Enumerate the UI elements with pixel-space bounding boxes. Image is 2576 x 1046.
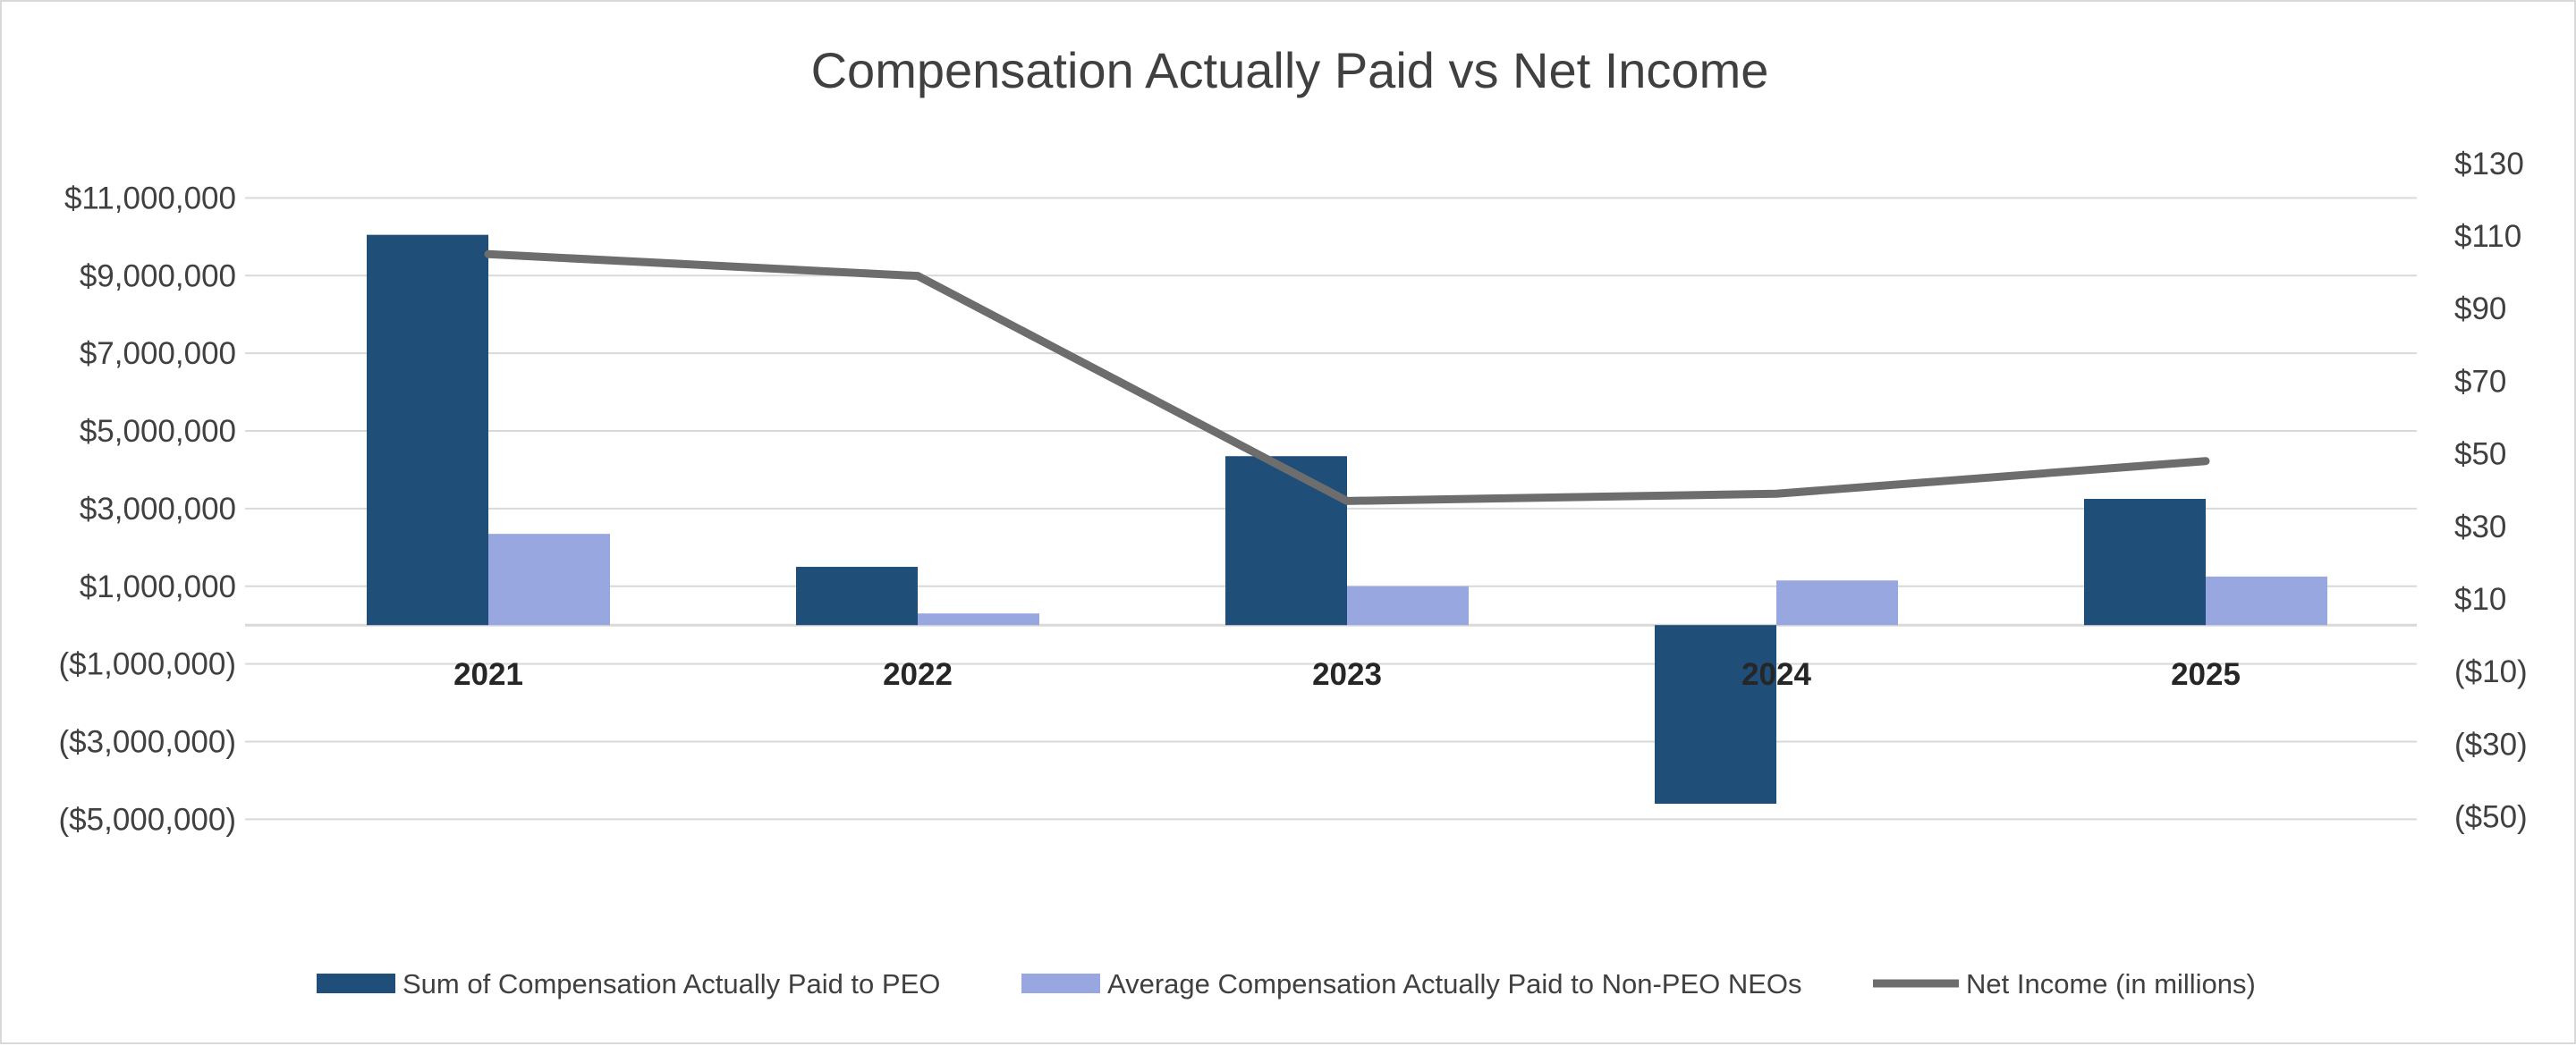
x-axis-tick-label: 2024 — [1741, 657, 1811, 692]
net-income-point-2022 — [914, 272, 921, 280]
right-axis-tick-label: $90 — [2454, 291, 2506, 326]
net-income-point-2024 — [1773, 490, 1780, 498]
net-income-point-2023 — [1343, 497, 1351, 505]
right-axis-tick-label: $70 — [2454, 364, 2506, 399]
legend-label: Net Income (in millions) — [1966, 968, 2256, 1000]
right-axis-tick-label: ($50) — [2454, 800, 2528, 835]
left-axis-tick-label: $1,000,000 — [80, 569, 236, 604]
bar-non-peo-2024 — [1776, 580, 1898, 626]
right-axis-tick-label: $130 — [2454, 147, 2524, 181]
net-income-point-2021 — [485, 250, 492, 258]
left-axis-tick-label: ($5,000,000) — [59, 802, 236, 837]
legend-label: Average Compensation Actually Paid to No… — [1107, 968, 1802, 1000]
right-axis-tick-label: $10 — [2454, 582, 2506, 617]
bar-non-peo-2021 — [488, 534, 610, 626]
bar-peo-2021 — [367, 234, 488, 626]
bar-peo-2024 — [1655, 625, 1776, 805]
right-axis-tick-label: ($10) — [2454, 654, 2528, 689]
left-axis-tick-label: ($1,000,000) — [59, 647, 236, 682]
x-axis-tick-label: 2021 — [453, 657, 523, 692]
left-axis-tick-label: $11,000,000 — [64, 181, 236, 215]
bar-peo-2022 — [796, 567, 918, 626]
x-axis-tick-label: 2025 — [2171, 657, 2241, 692]
net-income-point-2025 — [2202, 457, 2209, 465]
x-axis-tick-labels: 2021 2022 2023 2024 2025 — [453, 657, 2241, 692]
left-axis-tick-label: $5,000,000 — [80, 414, 236, 449]
left-axis-tick-labels: $11,000,000 $9,000,000 $7,000,000 $5,000,00… — [59, 181, 236, 837]
left-axis-tick-label: $9,000,000 — [80, 258, 236, 293]
x-axis-tick-label: 2022 — [883, 657, 953, 692]
left-axis-tick-label: ($3,000,000) — [59, 725, 236, 760]
bar-peo-2025 — [2084, 499, 2206, 626]
bar-non-peo-2022 — [918, 613, 1039, 626]
legend: Sum of Compensation Actually Paid to PEO… — [317, 968, 2256, 1000]
right-axis-tick-labels: $130 $110 $90 $70 $50 $30 $10 ($10) ($30) ($50) — [2454, 147, 2528, 835]
chart-title: Compensation Actually Paid vs Net Income — [811, 42, 1769, 98]
legend-label: Sum of Compensation Actually Paid to PEO — [402, 968, 940, 1000]
right-axis-tick-label: $50 — [2454, 437, 2506, 472]
left-axis-tick-label: $7,000,000 — [80, 336, 236, 371]
bar-non-peo-2025 — [2206, 576, 2327, 626]
legend-swatch — [317, 974, 395, 993]
right-axis-tick-label: ($30) — [2454, 727, 2528, 762]
bar-non-peo-2023 — [1347, 586, 1469, 626]
x-axis-tick-label: 2023 — [1312, 657, 1382, 692]
line-marks — [484, 249, 2210, 505]
left-axis-tick-label: $3,000,000 — [80, 492, 236, 527]
right-axis-tick-label: $110 — [2454, 219, 2521, 254]
bar-marks — [367, 234, 2327, 805]
bar-peo-2023 — [1225, 456, 1347, 626]
legend-swatch — [1021, 974, 1100, 993]
right-axis-tick-label: $30 — [2454, 510, 2506, 544]
